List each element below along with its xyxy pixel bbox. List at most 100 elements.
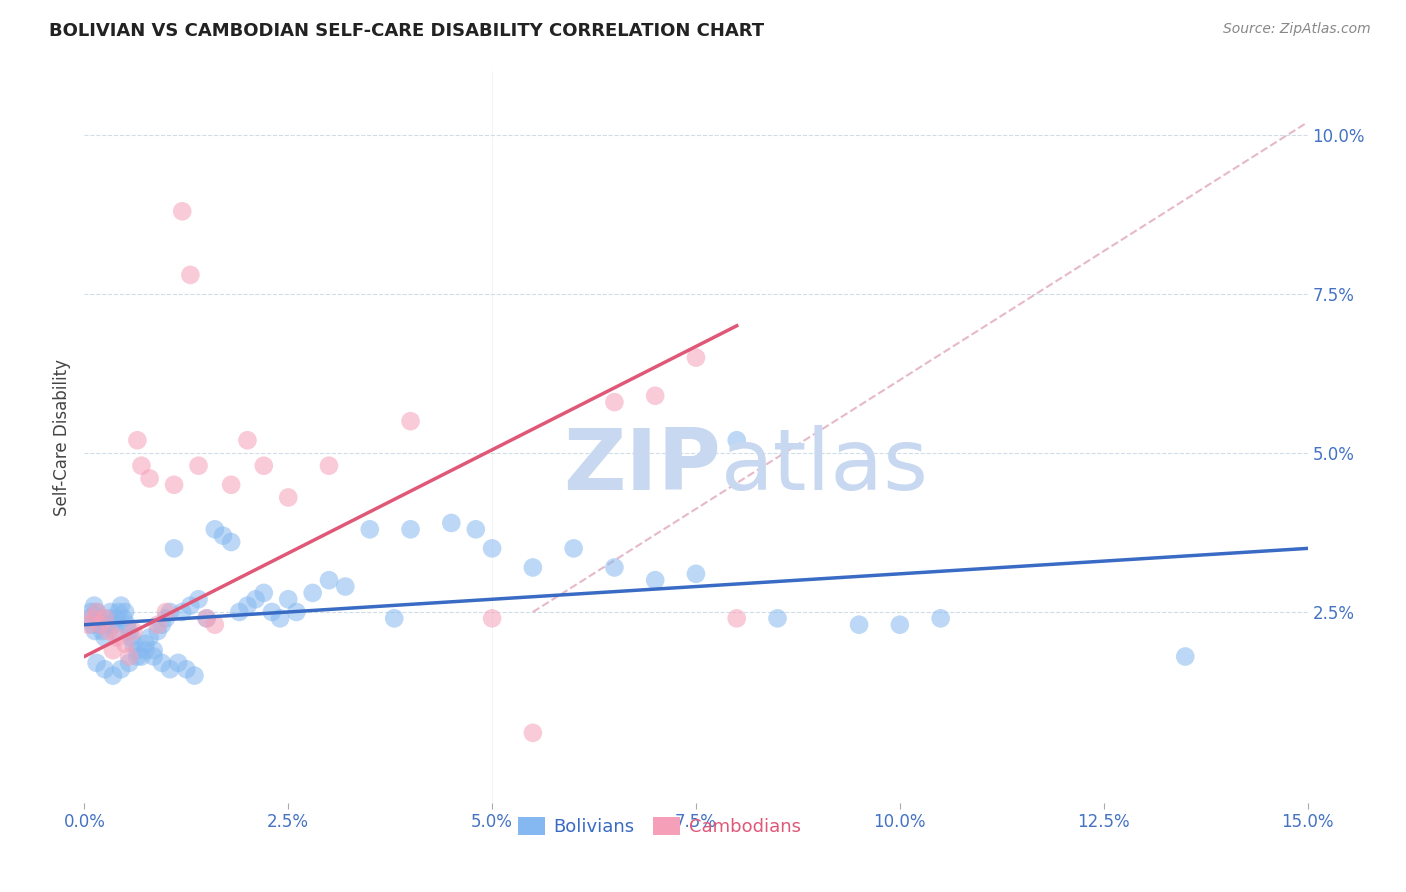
Point [603, 395, 626, 409]
Point [146, 624, 169, 638]
Point [277, 491, 299, 505]
Point [80, 605, 103, 619]
Y-axis label: Self-Care Disability: Self-Care Disability [53, 359, 72, 516]
Point [399, 414, 422, 428]
Point [122, 637, 145, 651]
Point [172, 204, 194, 219]
Point [179, 599, 201, 613]
Point [172, 605, 194, 619]
Point [236, 434, 259, 448]
Point [163, 477, 186, 491]
Point [86, 605, 108, 619]
Point [301, 586, 323, 600]
Point [245, 592, 267, 607]
Point [86, 656, 108, 670]
Point [114, 637, 136, 651]
Point [219, 477, 242, 491]
Point [138, 471, 160, 485]
Point [167, 656, 190, 670]
Point [481, 541, 503, 556]
Point [84, 624, 107, 638]
Point [318, 573, 340, 587]
Point [253, 586, 276, 600]
Point [253, 458, 276, 473]
Point [725, 434, 748, 448]
Point [195, 611, 218, 625]
Point [150, 617, 173, 632]
Point [90, 617, 112, 632]
Point [96, 617, 118, 632]
Point [522, 726, 544, 740]
Point [685, 351, 707, 365]
Point [112, 611, 135, 625]
Point [77, 611, 100, 625]
Point [285, 605, 308, 619]
Point [204, 522, 226, 536]
Point [155, 611, 177, 625]
Point [121, 631, 143, 645]
Point [100, 605, 122, 619]
Point [889, 617, 911, 632]
Point [685, 566, 707, 581]
Point [146, 617, 169, 632]
Point [174, 662, 197, 676]
Point [135, 643, 157, 657]
Point [122, 624, 145, 638]
Point [127, 434, 149, 448]
Point [382, 611, 405, 625]
Point [115, 617, 138, 632]
Point [118, 656, 141, 670]
Point [644, 389, 666, 403]
Point [481, 611, 503, 625]
Point [101, 617, 124, 632]
Point [644, 573, 666, 587]
Point [236, 599, 259, 613]
Point [97, 624, 120, 638]
Legend: Bolivians, Cambodians: Bolivians, Cambodians [509, 807, 810, 845]
Text: atlas: atlas [720, 425, 928, 508]
Point [131, 649, 153, 664]
Point [399, 522, 422, 536]
Point [105, 631, 128, 645]
Point [90, 617, 112, 632]
Point [105, 611, 128, 625]
Point [522, 560, 544, 574]
Point [101, 643, 124, 657]
Point [97, 611, 120, 625]
Point [104, 624, 127, 638]
Text: ZIP: ZIP [562, 425, 720, 508]
Point [335, 580, 357, 594]
Point [359, 522, 381, 536]
Point [260, 605, 283, 619]
Point [187, 458, 209, 473]
Point [135, 637, 157, 651]
Point [228, 605, 250, 619]
Point [93, 662, 115, 676]
Point [131, 458, 153, 473]
Point [277, 592, 299, 607]
Point [318, 458, 340, 473]
Point [93, 611, 115, 625]
Point [138, 631, 160, 645]
Point [127, 649, 149, 664]
Point [118, 624, 141, 638]
Point [603, 560, 626, 574]
Point [77, 617, 100, 632]
Point [110, 662, 132, 676]
Point [464, 522, 486, 536]
Point [219, 535, 242, 549]
Point [150, 656, 173, 670]
Text: Source: ZipAtlas.com: Source: ZipAtlas.com [1223, 22, 1371, 37]
Point [562, 541, 585, 556]
Point [179, 268, 201, 282]
Point [440, 516, 463, 530]
Point [204, 617, 226, 632]
Point [212, 529, 235, 543]
Point [118, 649, 141, 664]
Point [91, 624, 114, 638]
Point [107, 605, 129, 619]
Point [195, 611, 218, 625]
Point [848, 617, 870, 632]
Point [83, 599, 105, 613]
Point [929, 611, 952, 625]
